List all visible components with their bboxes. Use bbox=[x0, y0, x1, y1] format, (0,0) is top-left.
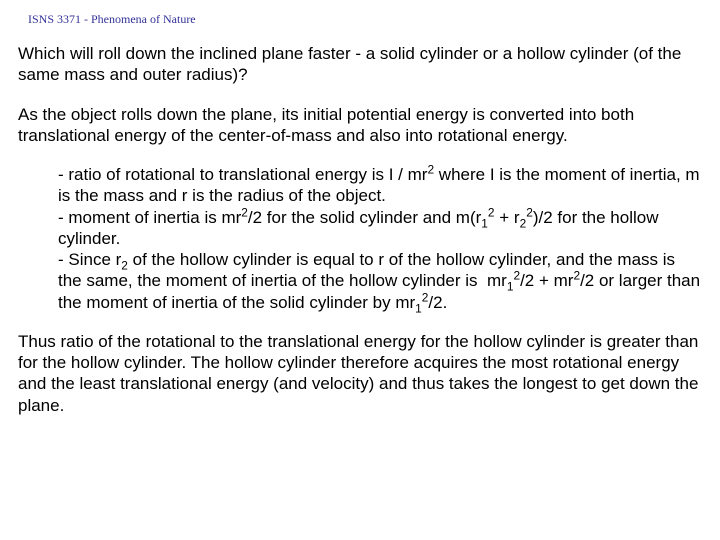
superscript: 2 bbox=[488, 205, 495, 219]
bullet-list: - ratio of rotational to translational e… bbox=[58, 164, 702, 313]
bullet-2-part-c: + r bbox=[495, 208, 520, 227]
question-paragraph: Which will roll down the inclined plane … bbox=[18, 43, 702, 86]
subscript: 1 bbox=[481, 216, 488, 230]
bullet-2-part-a: - moment of inertia is mr bbox=[58, 208, 241, 227]
conclusion-paragraph: Thus ratio of the rotational to the tran… bbox=[18, 331, 702, 416]
bullet-1-part-a: - ratio of rotational to translational e… bbox=[58, 165, 427, 184]
subscript: 1 bbox=[415, 301, 422, 315]
explanation-paragraph: As the object rolls down the plane, its … bbox=[18, 104, 702, 147]
superscript: 2 bbox=[526, 205, 533, 219]
bullet-2-part-b: /2 for the solid cylinder and m(r bbox=[248, 208, 481, 227]
superscript: 2 bbox=[241, 205, 248, 219]
bullet-3-part-c: /2 + mr bbox=[520, 271, 573, 290]
bullet-3-part-a: - Since r bbox=[58, 250, 121, 269]
bullet-3-part-e: /2. bbox=[428, 293, 447, 312]
course-header: ISNS 3371 - Phenomena of Nature bbox=[28, 12, 702, 27]
